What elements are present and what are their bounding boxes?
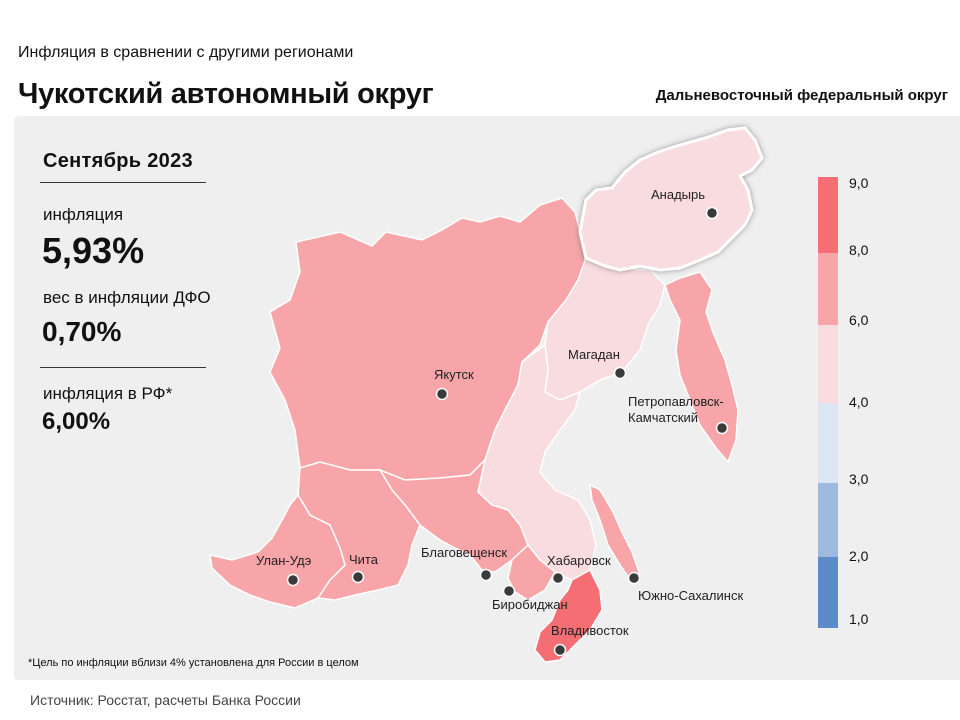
- city-label-khabarovsk: Хабаровск: [547, 553, 611, 568]
- legend-band-2-3: [818, 483, 838, 557]
- city-marker-ulan-ude[interactable]: [286, 573, 300, 587]
- city-label-anadyr: Анадырь: [651, 187, 705, 202]
- region-buryatia[interactable]: [209, 493, 346, 609]
- legend-tick-6: 6,0: [849, 312, 869, 328]
- city-marker-magadan[interactable]: [613, 366, 627, 380]
- region-jewish-ao[interactable]: [507, 543, 556, 601]
- city-label-petropavlovsk-1: Петропавловск-: [628, 394, 724, 409]
- legend-tick-3: 3,0: [849, 471, 869, 487]
- city-label-ulan-ude: Улан-Удэ: [256, 553, 312, 568]
- city-marker-yuzhno-sakhalinsk[interactable]: [627, 571, 641, 585]
- legend-band-4-6: [818, 325, 838, 403]
- divider-top: [40, 182, 206, 183]
- region-magadan[interactable]: [544, 257, 666, 401]
- legend-bar: [818, 177, 838, 628]
- legend-tick-4: 4,0: [849, 394, 869, 410]
- chart-subtitle: Инфляция в сравнении с другими регионами: [18, 44, 354, 61]
- legend-band-8-9: [818, 177, 838, 253]
- region-kamchatka[interactable]: [664, 271, 739, 464]
- city-label-petropavlovsk-2: Камчатский: [628, 410, 698, 425]
- rf-inflation-value: 6,00%: [42, 408, 111, 435]
- legend-band-3-4: [818, 403, 838, 483]
- district-name: Дальневосточный федеральный округ: [655, 87, 948, 104]
- city-label-blagoveshchensk: Благовещенск: [421, 545, 507, 560]
- region-primorye[interactable]: [534, 568, 603, 663]
- divider-bottom: [40, 367, 206, 368]
- city-marker-vladivostok[interactable]: [553, 643, 567, 657]
- city-markers: Анадырь Магадан Якутск Петропавловск- Ка…: [256, 187, 743, 657]
- inflation-label: инфляция: [43, 205, 124, 224]
- legend-tick-9: 9,0: [849, 175, 869, 191]
- city-label-birobidzhan: Биробиджан: [492, 597, 568, 612]
- city-label-yakutsk: Якутск: [434, 367, 474, 382]
- city-marker-birobidzhan[interactable]: [502, 584, 516, 598]
- city-label-yuzhno-sakhalinsk: Южно-Сахалинск: [638, 588, 743, 603]
- city-marker-chita[interactable]: [351, 570, 365, 584]
- city-marker-yakutsk[interactable]: [435, 387, 449, 401]
- city-marker-anadyr[interactable]: [705, 206, 719, 220]
- region-chukotka[interactable]: [578, 126, 764, 272]
- inflation-value: 5,93%: [42, 230, 145, 271]
- legend-band-6-8: [818, 253, 838, 325]
- city-marker-khabarovsk[interactable]: [551, 571, 565, 585]
- city-label-chita: Чита: [349, 552, 379, 567]
- weight-value: 0,70%: [42, 316, 122, 347]
- legend-tick-2: 2,0: [849, 548, 869, 564]
- weight-label: вес в инфляции ДФО: [43, 288, 211, 307]
- city-marker-blagoveshchensk[interactable]: [479, 568, 493, 582]
- legend-tick-8: 8,0: [849, 242, 869, 258]
- page-title: Чукотский автономный округ: [18, 78, 434, 110]
- rf-inflation-label: инфляция в РФ*: [43, 384, 173, 403]
- source-note: Источник: Росстат, расчеты Банка России: [30, 692, 301, 708]
- footnote: *Цель по инфляции вблизи 4% установлена …: [28, 657, 359, 669]
- city-marker-petropavlovsk[interactable]: [715, 421, 729, 435]
- city-label-vladivostok: Владивосток: [551, 623, 629, 638]
- legend-tick-1: 1,0: [849, 611, 869, 627]
- legend-band-1-2: [818, 557, 838, 628]
- period-label: Сентябрь 2023: [43, 150, 193, 172]
- city-label-magadan: Магадан: [568, 347, 620, 362]
